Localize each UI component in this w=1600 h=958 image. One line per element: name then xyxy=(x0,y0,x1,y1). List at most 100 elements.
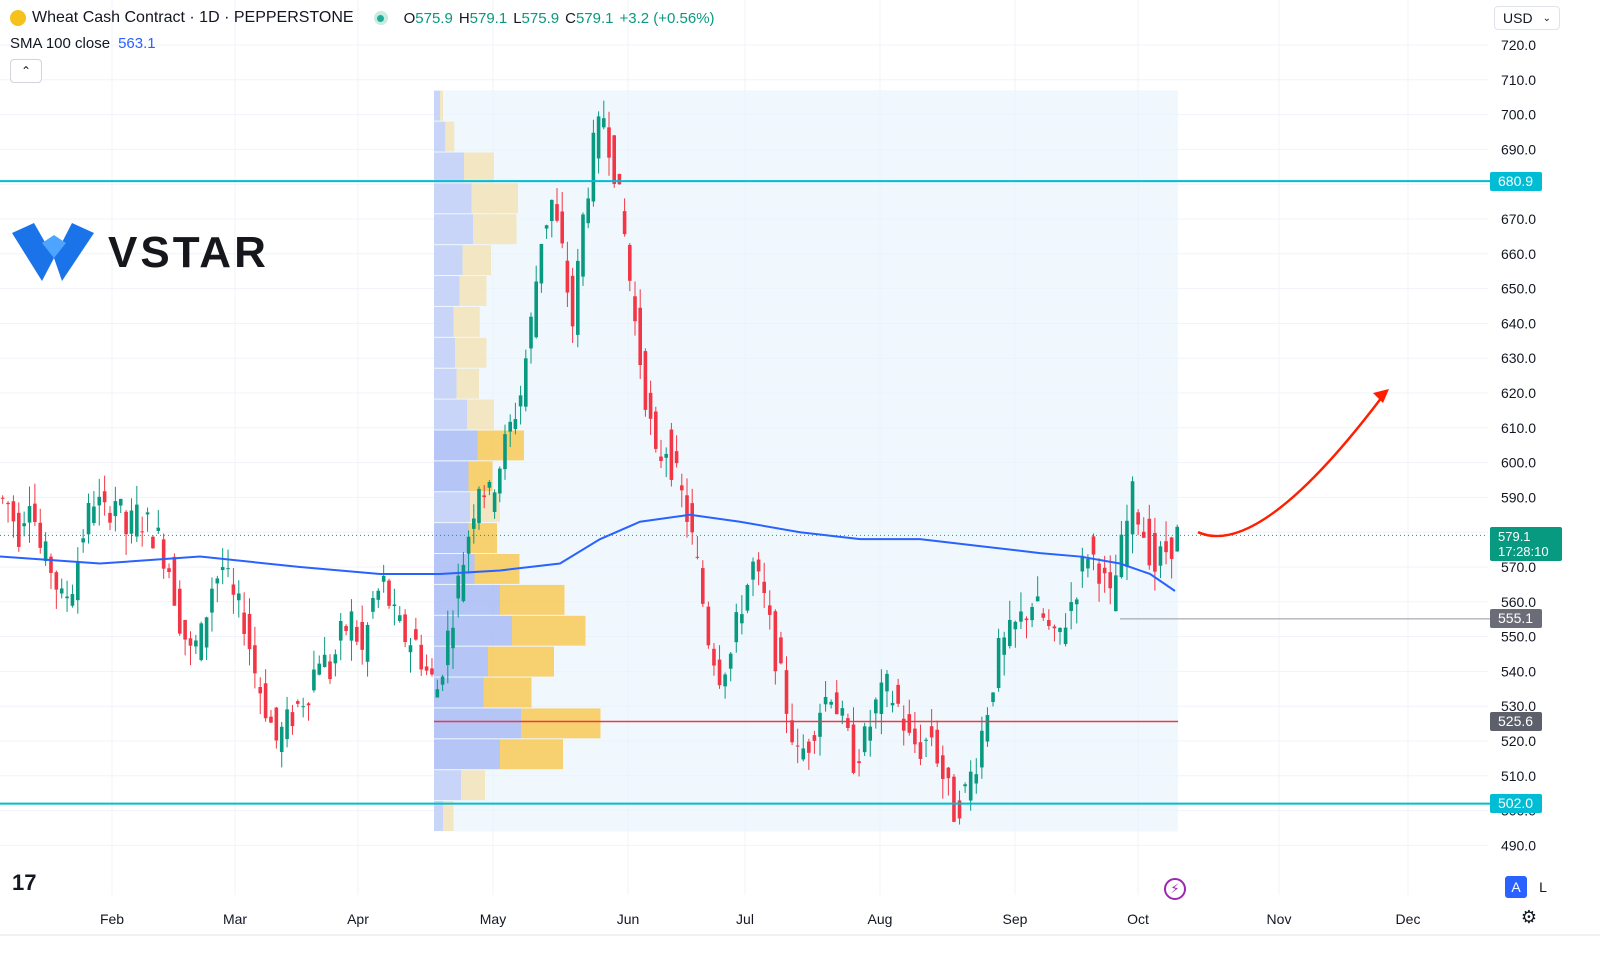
candle-down xyxy=(306,703,311,706)
y-tick-label: 520.0 xyxy=(1501,733,1536,749)
candle-up xyxy=(22,523,26,527)
volume-profile-down-bar xyxy=(461,770,485,801)
candle-up xyxy=(338,621,343,641)
volume-profile-down-bar xyxy=(500,584,565,615)
candle-down xyxy=(834,692,839,715)
candle-up xyxy=(204,617,209,648)
candle-up xyxy=(371,598,375,612)
candle-up xyxy=(862,726,867,753)
candle-down xyxy=(258,686,263,694)
candle-up xyxy=(1114,575,1118,612)
volume-profile-up-bar xyxy=(434,430,478,461)
auto-scale-button[interactable]: A xyxy=(1505,876,1527,898)
candle-up xyxy=(472,518,476,529)
candle-up xyxy=(734,612,739,643)
candle-up xyxy=(1080,555,1085,572)
candle-up xyxy=(349,611,354,641)
close-label: C xyxy=(565,9,576,27)
market-status-icon[interactable] xyxy=(373,11,388,25)
candle-up xyxy=(70,594,75,606)
y-tick-label: 640.0 xyxy=(1501,315,1536,331)
y-tick-label: 540.0 xyxy=(1501,663,1536,679)
low-value: 575.9 xyxy=(521,9,560,27)
flash-icon[interactable]: ⚡ xyxy=(1164,878,1186,900)
candle-up xyxy=(118,498,123,506)
candle-down xyxy=(622,211,627,235)
volume-profile-up-bar xyxy=(434,337,455,368)
candle-down xyxy=(857,761,861,764)
candle-down xyxy=(414,629,418,640)
collapse-legend-button[interactable]: ⌃ xyxy=(10,59,42,83)
candle-up xyxy=(879,682,884,715)
log-scale-button[interactable]: L xyxy=(1539,879,1547,895)
candle-up xyxy=(129,510,134,534)
volume-profile-up-bar xyxy=(434,770,461,801)
candle-up xyxy=(156,527,161,531)
candle-up xyxy=(980,730,984,768)
candle-up xyxy=(1013,621,1018,630)
candle-up xyxy=(508,421,512,432)
volume-profile-up-bar xyxy=(434,214,473,245)
candle-down xyxy=(6,502,10,505)
candle-down xyxy=(773,611,778,672)
candle-down xyxy=(419,644,424,670)
symbol-title[interactable]: Wheat Cash Contract · 1D · PEPPERSTONE xyxy=(32,9,354,26)
x-tick-label: Apr xyxy=(347,911,369,927)
candle-down xyxy=(935,729,940,764)
candle-down xyxy=(756,559,761,572)
candle-down xyxy=(387,580,391,606)
candle-down xyxy=(360,621,364,650)
candle-down xyxy=(1052,626,1057,629)
candle-down xyxy=(247,613,252,650)
settings-icon[interactable]: ⚙ xyxy=(1520,906,1538,927)
x-axis: Feb Mar Apr May Jun Jul Aug Sep Oct Nov Dec xyxy=(100,911,1421,927)
high-label: H xyxy=(458,9,470,27)
candle-up xyxy=(1030,607,1034,621)
vstar-logo: VSTAR xyxy=(12,223,269,283)
currency-select[interactable]: USD ⌄ xyxy=(1494,6,1560,30)
candle-up xyxy=(456,575,460,599)
candle-down xyxy=(183,619,187,640)
chart-header: Wheat Cash Contract · 1D · PEPPERSTONE O… xyxy=(10,8,715,28)
candle-up xyxy=(1130,481,1135,535)
candle-up xyxy=(529,316,533,349)
candle-up xyxy=(996,637,1001,689)
candle-up xyxy=(492,492,497,512)
tradingview-logo[interactable]: 17 xyxy=(12,870,37,895)
candle-up xyxy=(199,623,204,661)
y-tick-label: 670.0 xyxy=(1501,211,1536,227)
candle-down xyxy=(151,536,155,549)
candle-down xyxy=(790,720,794,743)
candle-up xyxy=(43,541,48,562)
x-tick-label: Aug xyxy=(868,911,893,927)
candle-down xyxy=(633,296,637,322)
candle-up xyxy=(1119,534,1124,578)
candle-up xyxy=(723,674,727,687)
candle-up xyxy=(435,689,440,698)
candle-up xyxy=(544,225,549,229)
candle-up xyxy=(924,739,928,741)
candle-down xyxy=(807,741,811,753)
candle-down xyxy=(1164,541,1168,553)
candle-up xyxy=(801,748,806,760)
candle-down xyxy=(102,491,107,503)
candle-down xyxy=(570,275,575,327)
candle-up xyxy=(376,590,381,600)
volume-profile-up-bar xyxy=(434,306,454,337)
sma-legend[interactable]: SMA 100 close 563.1 xyxy=(10,35,156,52)
candle-down xyxy=(690,503,694,533)
y-tick-label: 570.0 xyxy=(1501,559,1536,575)
candle-down xyxy=(952,776,956,822)
candle-up xyxy=(81,538,85,543)
x-tick-label: Oct xyxy=(1127,911,1149,927)
high-value: 579.1 xyxy=(469,9,508,27)
candle-up xyxy=(874,699,878,714)
candle-down xyxy=(940,755,945,779)
candle-down xyxy=(1041,613,1046,618)
candle-up xyxy=(381,575,386,582)
y-tick-label: 600.0 xyxy=(1501,455,1536,471)
candle-down xyxy=(643,351,648,410)
x-tick-label: Feb xyxy=(100,911,124,927)
